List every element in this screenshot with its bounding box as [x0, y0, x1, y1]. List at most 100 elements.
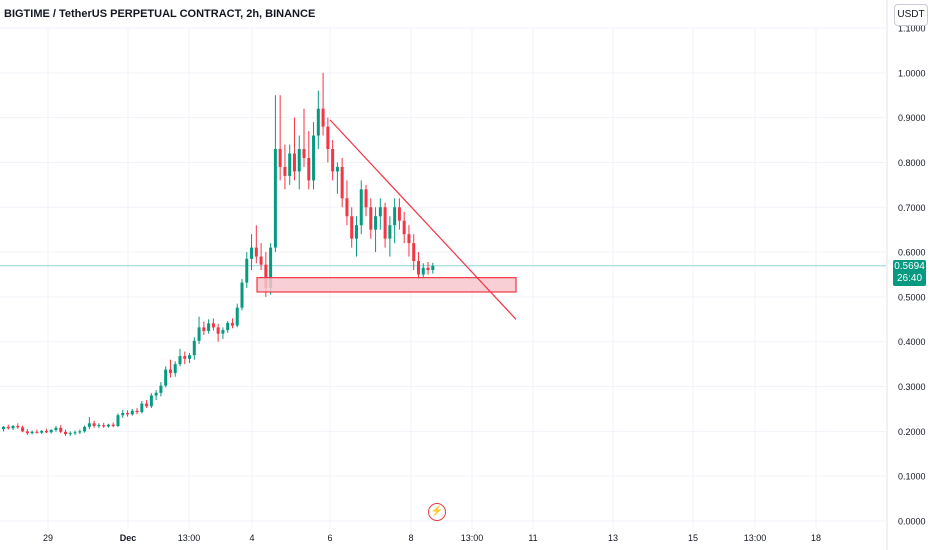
x-tick-label: 4 [249, 533, 254, 543]
candle-body [97, 425, 101, 427]
candle-body [292, 153, 296, 172]
candle-body [73, 432, 77, 434]
y-tick-label: 0.4000 [898, 337, 926, 347]
candle-body [412, 243, 416, 262]
candle-body [68, 433, 72, 435]
candle-body [30, 431, 34, 434]
candle-body [431, 265, 435, 271]
candle-body [121, 412, 125, 416]
candle-body [426, 267, 430, 271]
candle-body [340, 166, 344, 199]
candle-body [416, 261, 420, 275]
y-tick-label: 0.8000 [898, 158, 926, 168]
x-tick-label: Dec [120, 533, 137, 543]
y-tick-label: 0.6000 [898, 248, 926, 258]
x-tick-label: 29 [43, 533, 53, 543]
candle-body [164, 369, 168, 386]
current-price-tag: 0.5694 26:40 [893, 260, 926, 286]
candle-body [369, 207, 373, 230]
candle-body [49, 430, 53, 433]
candle-body [221, 330, 225, 334]
candle-body [407, 234, 411, 244]
candle-body [354, 225, 358, 239]
candle-body [145, 403, 149, 407]
y-tick-label: 0.3000 [898, 382, 926, 392]
candle-body [297, 149, 301, 172]
y-tick-label: 1.0000 [898, 68, 926, 78]
candle-body [16, 425, 20, 428]
candle-body [44, 430, 48, 433]
y-tick-label: 0.7000 [898, 203, 926, 213]
candle-body [216, 327, 220, 334]
candle-body [154, 392, 158, 396]
candle-body [135, 410, 139, 413]
x-tick-label: 13:00 [461, 533, 484, 543]
bar-countdown-label: 26:40 [896, 273, 923, 284]
candle-body [197, 327, 201, 341]
flash-icon[interactable]: ⚡ [428, 503, 446, 521]
candle-body [283, 166, 287, 176]
candle-body [245, 258, 249, 283]
x-tick-label: 8 [408, 533, 413, 543]
candle-body [331, 149, 335, 172]
candle-body [335, 166, 339, 172]
candle-body [421, 267, 425, 275]
candle-body [321, 108, 325, 127]
candle-body [87, 423, 91, 427]
candle-body [192, 340, 196, 356]
candle-body [316, 108, 320, 136]
x-tick-label: 18 [811, 533, 821, 543]
candle-body [254, 247, 258, 257]
candle-body [102, 425, 106, 427]
chart-title: BIGTIME / TetherUS PERPETUAL CONTRACT, 2… [4, 8, 316, 20]
x-tick-label: 6 [327, 533, 332, 543]
candle-body [21, 427, 25, 432]
candle-body [183, 356, 187, 359]
candle-body [173, 364, 177, 374]
candle-body [235, 307, 239, 326]
candle-body [288, 153, 292, 176]
candle-body [130, 410, 134, 415]
descending-trendline [329, 119, 517, 320]
candle-body [226, 322, 230, 331]
current-price-label: 0.5694 [894, 261, 925, 272]
candle-body [92, 423, 96, 426]
candle-body [393, 207, 397, 226]
candle-body [207, 323, 211, 331]
candle-body [302, 149, 306, 158]
candle-body [230, 322, 234, 326]
candle-body [168, 369, 172, 374]
candle-body [259, 256, 263, 265]
y-tick-label: 0.9000 [898, 113, 926, 123]
currency-unit-button[interactable]: USDT [894, 4, 928, 26]
x-tick-label: 13 [608, 533, 618, 543]
candle-body [402, 220, 406, 235]
candle-body [273, 149, 277, 248]
candle-body [350, 216, 354, 239]
candle-body [388, 225, 392, 239]
candle-body [383, 207, 387, 239]
candle-body [188, 355, 192, 359]
candle-body [6, 426, 10, 429]
candle-body [111, 424, 115, 426]
x-tick-label: 13:00 [744, 533, 767, 543]
x-tick-label: 15 [688, 533, 698, 543]
y-tick-label: 0.1000 [898, 472, 926, 482]
candle-body [240, 282, 244, 308]
candle-body [326, 126, 330, 150]
candle-body [11, 425, 15, 429]
candle-body [378, 207, 382, 217]
candle-body [397, 207, 401, 221]
candle-body [359, 189, 363, 226]
candle-body [202, 327, 206, 331]
candle-body [149, 395, 153, 407]
x-tick-label: 13:00 [178, 533, 201, 543]
candle-body [25, 431, 29, 434]
candle-body [59, 427, 63, 432]
x-tick-label: 11 [528, 533, 537, 543]
candle-body [211, 323, 215, 328]
candle-body [140, 403, 144, 413]
candle-body [116, 415, 120, 426]
candle-body [159, 385, 163, 393]
